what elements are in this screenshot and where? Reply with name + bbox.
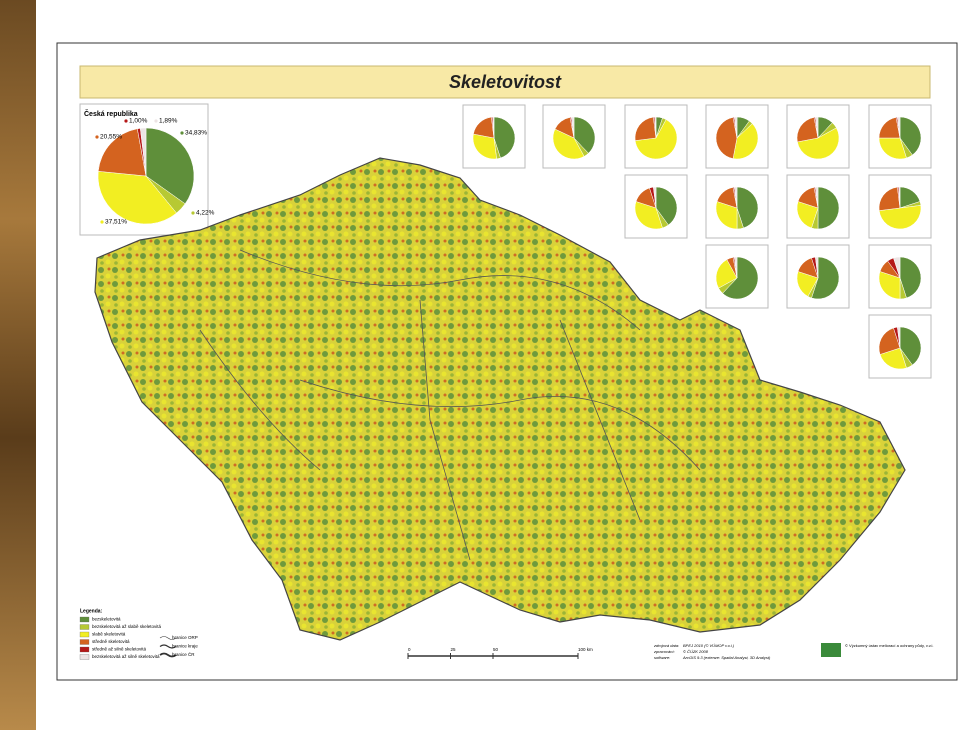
region-borders (199, 249, 701, 561)
side-photo (0, 0, 36, 730)
pie-slice (732, 123, 759, 160)
legend-label: bezskeletovitá až slabě skeletovitá (92, 624, 162, 629)
scale-label: 25 (451, 647, 457, 652)
pie-slice (878, 137, 907, 160)
pie-value-label: 37,51% (105, 219, 127, 226)
pie-slice (878, 327, 901, 355)
pie-slice (796, 201, 819, 229)
legend-label: středně skeletovitá (92, 639, 130, 644)
scale-bar: 0 25 50 100 km (407, 647, 593, 659)
legend-label: bezskeletovitá až silně skeletovitá (92, 654, 160, 659)
pie-slice (736, 186, 759, 229)
boundary-symbol (159, 636, 177, 640)
pie-slice (634, 116, 657, 141)
footer-key: zpracování: (653, 649, 675, 654)
legend-swatch (79, 616, 90, 623)
pie-slice (472, 133, 497, 160)
pie-slice (796, 117, 819, 143)
pie-slice (897, 116, 901, 139)
legend-swatch (79, 646, 90, 653)
pie-slice (817, 186, 840, 230)
pie-value-label: 20,55% (100, 134, 122, 141)
pie-slice (879, 347, 907, 370)
footer-key: zdrojová data: (653, 643, 679, 648)
boundary-label: hranice kraje (172, 644, 198, 649)
pie-slice (97, 171, 177, 225)
legend-swatch (79, 631, 90, 638)
logo (821, 643, 841, 657)
label-dot (95, 135, 99, 139)
pie-slice (715, 259, 738, 289)
pie-slice (815, 256, 819, 279)
title-bar (79, 65, 931, 99)
pie-slice (715, 117, 738, 159)
boundary-label: hranice ČR (172, 651, 195, 657)
pie-slice (899, 256, 922, 299)
pie-slice (634, 119, 678, 160)
pie-slice (97, 128, 147, 177)
footer-value: BPEJ 2010 (© VÚMOP v.v.i.) (683, 643, 735, 648)
pie-slice (654, 116, 657, 139)
pie-slice (811, 256, 840, 300)
boundary-symbol (159, 644, 177, 649)
legend-swatch (79, 639, 90, 645)
pie-slice (492, 116, 495, 139)
scale-label: 0 (408, 647, 411, 652)
pie-slice (815, 116, 819, 139)
pie-slice (815, 186, 819, 209)
footer-value: © ČÚZK 2008 (683, 649, 709, 654)
pie-slice (573, 116, 596, 154)
footer: zdrojová data: BPEJ 2010 (© VÚMOP v.v.i.)… (653, 643, 934, 660)
pie-slice (893, 256, 901, 279)
pie-slice (493, 116, 516, 159)
legend-title: Legenda: (80, 608, 103, 614)
label-dot (180, 131, 184, 135)
legend-swatch (79, 624, 90, 630)
pie-slice (722, 256, 759, 300)
pie-slice (571, 116, 575, 139)
label-dot (191, 211, 195, 215)
pie-slice (140, 127, 147, 177)
pie-slice (655, 186, 678, 226)
footer-value: ArcGIS 9.3 (extenze: Spatial Analyst, 3D… (682, 655, 771, 660)
map-title: Skeletovitost (449, 72, 562, 92)
pie-slice (734, 116, 738, 139)
pie-value-label: 1,00% (129, 118, 148, 125)
legend-label: středně až silně skeletovitá (92, 647, 147, 652)
label-dot (154, 119, 158, 123)
pie-slice (734, 256, 738, 279)
pie-slice (715, 201, 738, 230)
boundary-label: hranice ORP (172, 635, 198, 640)
pie-slice (734, 186, 738, 209)
legend-swatch (79, 654, 90, 660)
pie-value-label: 4,22% (196, 210, 215, 217)
pie-slice (878, 271, 901, 300)
legend-label: bezskeletovitá (92, 617, 121, 622)
map-territory (94, 157, 906, 641)
pie-slice (634, 201, 663, 230)
scale-label: 100 km (578, 647, 593, 652)
pie-slice (878, 205, 922, 230)
pie-value-label: 34,83% (185, 130, 207, 137)
pie-slice (653, 186, 657, 209)
pie-slice (878, 186, 901, 211)
footer-credit: © Výzkumný ústav meliorací a ochrany půd… (845, 643, 934, 648)
footer-key: software: (654, 655, 670, 660)
label-dot (124, 119, 128, 123)
scale-label: 50 (493, 647, 499, 652)
pie-slice (145, 127, 195, 205)
pie-slice (897, 326, 901, 349)
pie-slice (898, 186, 901, 209)
label-dot (100, 220, 104, 224)
legend: Legenda: bezskeletovitá bezskeletovitá až … (79, 608, 198, 660)
pie-value-label: 1,89% (159, 118, 178, 125)
pie-slice (899, 116, 922, 156)
pie-slice (552, 128, 585, 160)
cr-pie-title: Česká republika (84, 109, 138, 118)
pie-slice (899, 326, 922, 366)
pie-slice (797, 127, 840, 160)
boundary-symbol (159, 652, 177, 658)
legend-label: slabě skeletovitá (92, 632, 126, 637)
